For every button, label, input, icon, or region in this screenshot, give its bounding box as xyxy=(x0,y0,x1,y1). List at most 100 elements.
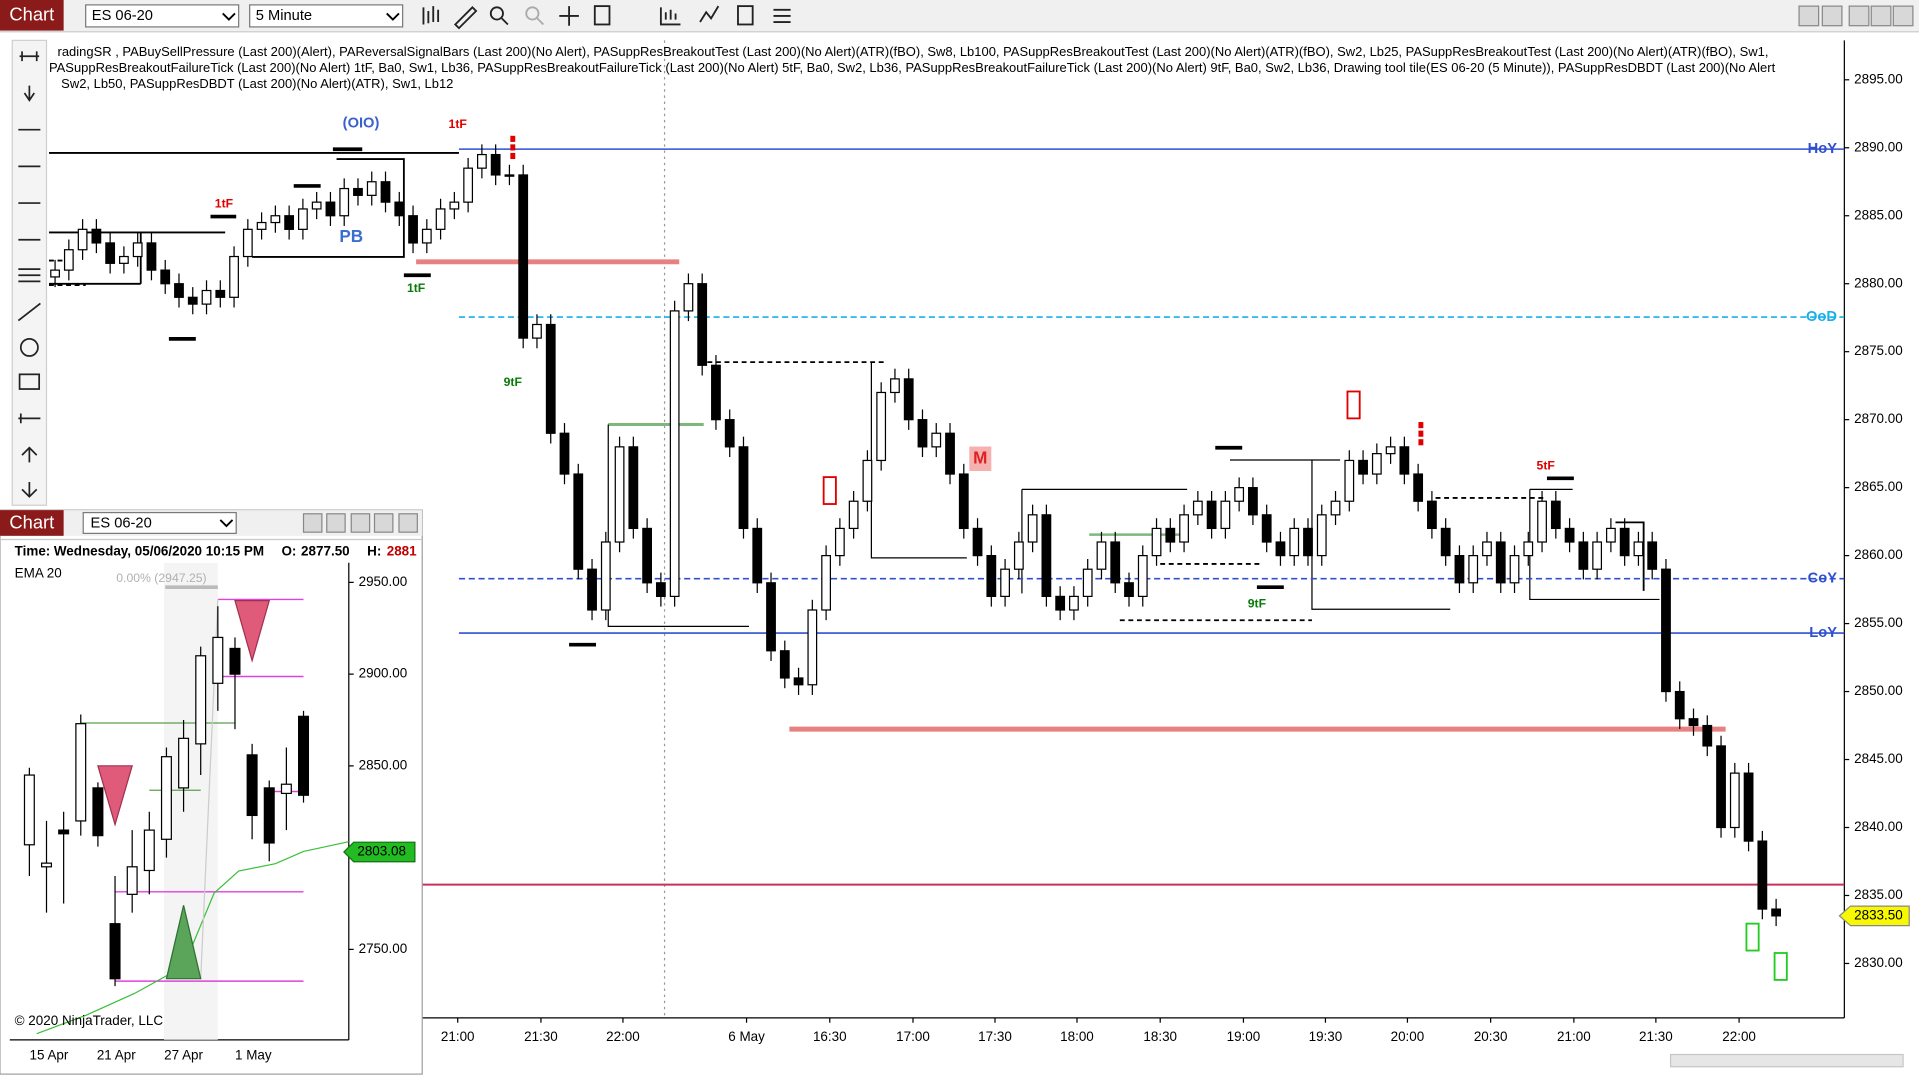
candle-body xyxy=(1096,541,1107,570)
candle-body xyxy=(75,723,87,822)
time-label: Time: xyxy=(15,543,51,558)
candle-body xyxy=(1261,514,1272,543)
candle-body xyxy=(504,174,515,177)
candle-body xyxy=(23,774,35,846)
candle-body xyxy=(1633,541,1644,557)
candle-body xyxy=(697,283,708,366)
instrument: ES 06-20 xyxy=(92,8,153,24)
scrollbar[interactable] xyxy=(1669,1053,1904,1068)
candle-body xyxy=(215,289,226,298)
signal-box xyxy=(1745,922,1760,952)
x-tick-label: 21:00 xyxy=(441,1029,475,1044)
high-label: H: xyxy=(367,543,381,558)
candle-body xyxy=(1137,554,1148,598)
candle-body xyxy=(972,527,983,557)
drawing-tools[interactable] xyxy=(17,51,41,498)
candle-body xyxy=(160,269,171,285)
inset-y-tick-label: 2850.00 xyxy=(359,757,408,772)
main-plot: radingSR , PABuySellPressure (Last 200)(… xyxy=(48,44,1845,981)
interval: 5 Minute xyxy=(256,8,312,24)
candle-body xyxy=(105,242,116,264)
candle-body xyxy=(353,187,363,196)
candle-body xyxy=(848,500,859,530)
app-tab[interactable] xyxy=(0,0,64,31)
candle-body xyxy=(532,323,542,339)
x-tick-label: 20:30 xyxy=(1474,1029,1508,1044)
candle-body xyxy=(1482,541,1492,557)
candle-body xyxy=(1454,554,1465,584)
candle-body xyxy=(545,323,556,434)
candle-body xyxy=(917,419,928,448)
candle-body xyxy=(1537,500,1547,543)
candle-body xyxy=(1564,527,1575,543)
inset-app-tab[interactable] xyxy=(0,510,64,536)
annotation-box xyxy=(969,446,992,471)
candle-body xyxy=(146,242,157,271)
candle-body xyxy=(63,249,74,271)
candle-body xyxy=(256,221,267,230)
y-tick-label: 2885.00 xyxy=(1854,207,1903,222)
candle-body xyxy=(280,783,292,795)
candle-body xyxy=(1110,541,1121,584)
y-tick-label: 2855.00 xyxy=(1854,615,1903,630)
annotation: 5tF xyxy=(1537,458,1556,472)
annotation: 1tF xyxy=(449,117,468,131)
candle-body xyxy=(573,473,584,570)
instrument-select[interactable] xyxy=(85,4,240,28)
candle-body xyxy=(1344,459,1355,502)
inset-x-tick-label: 15 Apr xyxy=(30,1047,69,1062)
annotation: (OIO) xyxy=(343,115,380,131)
annotation: 1tF xyxy=(407,281,426,295)
candle-body xyxy=(628,446,639,530)
x-tick-label: 18:30 xyxy=(1143,1029,1177,1044)
time-value: Wednesday, 05/06/2020 10:15 PM xyxy=(54,543,264,558)
inset-drawings xyxy=(36,585,349,1035)
candle-body xyxy=(1000,568,1010,598)
candle-body xyxy=(449,201,460,210)
window-buttons[interactable] xyxy=(1798,5,1914,27)
inset-window: Chart ES 06-20 Time: Wednesday, 05/06/20… xyxy=(0,509,423,1075)
signal-marker xyxy=(1418,422,1424,429)
candle-body xyxy=(724,419,735,448)
inset-y-tick-label: 2950.00 xyxy=(359,574,408,589)
x-tick-label: 21:00 xyxy=(1557,1029,1591,1044)
toolbar-icons[interactable] xyxy=(422,5,791,30)
candle-body xyxy=(945,432,955,475)
candle-body xyxy=(1220,500,1231,530)
candle-body xyxy=(174,283,184,298)
candle-body xyxy=(366,181,377,196)
candle-body xyxy=(1027,514,1038,543)
signal-box xyxy=(822,476,837,505)
signal-box xyxy=(1773,952,1788,981)
candle-body xyxy=(807,609,818,686)
candle-body xyxy=(109,923,121,980)
annotation: 9tF xyxy=(1248,597,1267,611)
high-value: 2881 xyxy=(387,543,417,558)
y-tick-label: 2860.00 xyxy=(1854,547,1903,562)
candle-body xyxy=(1688,718,1699,727)
candle-body xyxy=(711,364,721,421)
inset-plot xyxy=(23,562,349,1040)
y-tick-label: 2875.00 xyxy=(1854,343,1903,358)
x-tick-label: 20:00 xyxy=(1391,1029,1425,1044)
candle-body xyxy=(119,255,129,264)
level-label: LoY xyxy=(1809,625,1837,641)
candle-body xyxy=(1468,554,1479,584)
inset-instrument-select[interactable] xyxy=(82,511,237,534)
candle-body xyxy=(50,269,60,278)
x-tick-label: 21:30 xyxy=(1639,1029,1673,1044)
inset-window-buttons[interactable] xyxy=(302,513,418,533)
candle-body xyxy=(229,255,239,298)
candle-body xyxy=(1165,527,1176,543)
candle-body xyxy=(1523,541,1534,557)
candle-body xyxy=(600,541,611,611)
candle-body xyxy=(270,215,281,224)
candle-body xyxy=(766,582,776,652)
candle-body xyxy=(1702,724,1713,747)
candle-body xyxy=(518,174,529,339)
candle-body xyxy=(1605,527,1616,543)
interval-select[interactable] xyxy=(249,4,404,28)
y-tick-label: 2890.00 xyxy=(1854,139,1903,154)
